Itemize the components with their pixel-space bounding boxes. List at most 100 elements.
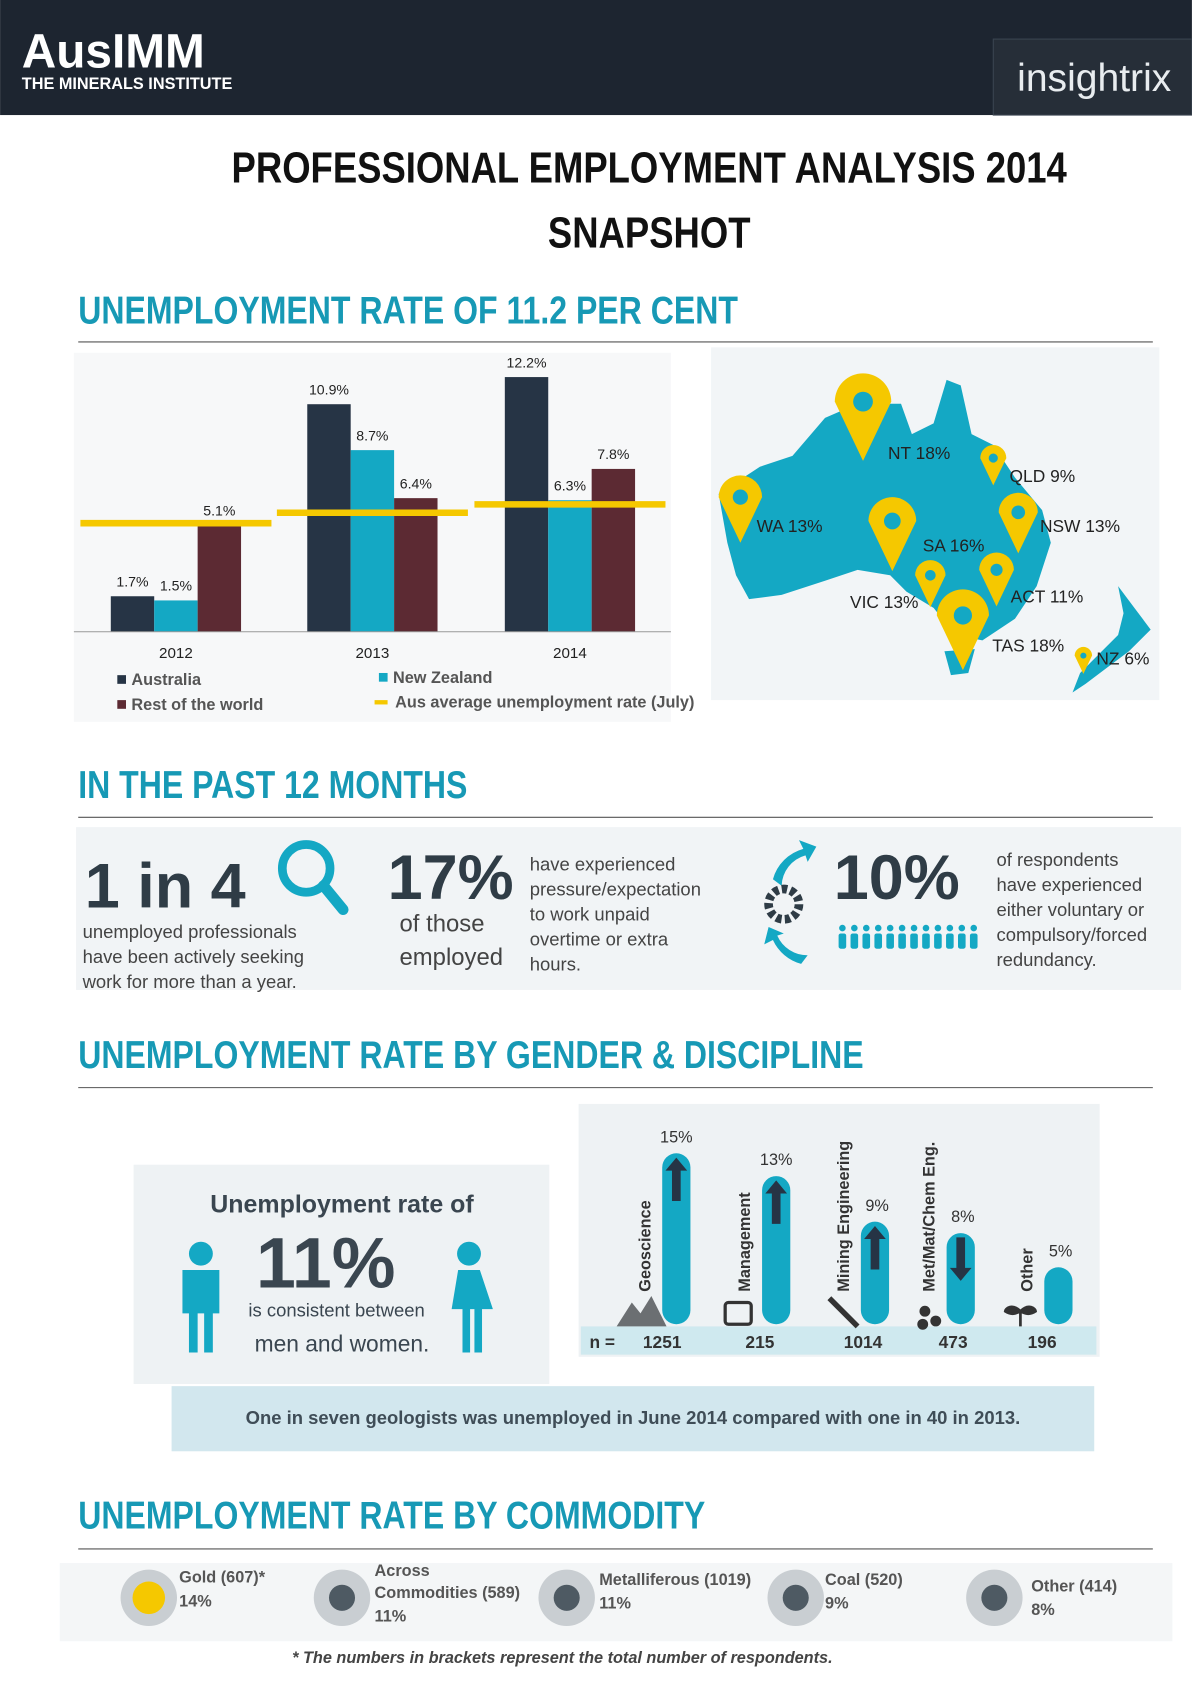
- value-label: 13%: [760, 1151, 793, 1169]
- gender-big: 11%: [256, 1223, 395, 1303]
- bar: [860, 1221, 890, 1325]
- stat-text: hours.: [530, 953, 581, 974]
- icon-person-body: [969, 933, 978, 949]
- stat-text: to work unpaid: [530, 903, 650, 924]
- legend-label: Australia: [131, 671, 202, 689]
- stat-text: overtime or extra: [530, 928, 669, 949]
- icon-magnifier: [277, 840, 335, 897]
- n-value: 196: [1028, 1332, 1057, 1352]
- map-pin: [868, 497, 917, 572]
- bar: [762, 1176, 791, 1325]
- bar: [350, 450, 395, 632]
- icon-molecule: [917, 1318, 929, 1330]
- legend-swatch: [117, 675, 126, 684]
- icon-person-head: [863, 924, 870, 932]
- icon-man-head: [188, 1241, 213, 1266]
- bar: [197, 525, 242, 632]
- section-heading: UNEMPLOYMENT RATE OF 11.2 PER CENT: [78, 288, 738, 332]
- bar: [394, 498, 438, 632]
- map-pin: [834, 373, 892, 461]
- icon-person-body: [934, 933, 942, 949]
- icon-woman-head: [457, 1241, 481, 1266]
- commodity-value: 14%: [179, 1592, 212, 1610]
- page-title: PROFESSIONAL EMPLOYMENT ANALYSIS 2014: [232, 144, 1068, 192]
- partner-name: insightrix: [1017, 57, 1172, 100]
- map-pin-dot: [883, 512, 901, 530]
- commodity-label: Coal (520): [825, 1571, 903, 1589]
- n-strip: [580, 1326, 1097, 1355]
- stat-text: compulsory/forced: [997, 924, 1148, 945]
- icon-person-body: [874, 933, 883, 949]
- n-value: 1251: [643, 1332, 682, 1352]
- stat-text: redundancy.: [997, 949, 1097, 970]
- icon-person-body: [838, 933, 847, 949]
- icon-man-body: [182, 1269, 220, 1353]
- x-tick-label: 2014: [553, 645, 587, 662]
- map-pin: [936, 589, 989, 671]
- note: One in seven geologists was unemployed i…: [246, 1407, 1021, 1428]
- map-label: SA 16%: [923, 535, 985, 555]
- icon-woman-body: [451, 1269, 493, 1353]
- category-label: Geoscience: [636, 1200, 654, 1291]
- icon-briefcase: [723, 1300, 753, 1326]
- trend-arrow: [665, 1157, 688, 1202]
- category-label: Met/Mat/Chem Eng.: [921, 1142, 939, 1292]
- map-pin: [979, 552, 1014, 607]
- icon-person-head: [934, 924, 942, 932]
- value-label: 7.8%: [597, 446, 630, 462]
- commodity-label: Gold (607)*: [179, 1569, 266, 1587]
- value-label: 1.5%: [160, 578, 193, 594]
- icon-person-body: [862, 933, 871, 949]
- icon-molecule: [919, 1305, 931, 1317]
- map-nz: [1072, 586, 1151, 693]
- n-label: n =: [589, 1332, 615, 1352]
- icon-person-head: [874, 924, 882, 932]
- icon-person-body: [886, 933, 894, 949]
- map-label: ACT 11%: [1011, 586, 1084, 606]
- map-pin-dot: [988, 453, 998, 463]
- stat-text: have been actively seeking: [83, 946, 304, 967]
- map-pin-dot: [732, 489, 748, 505]
- icon-person-head: [922, 924, 930, 932]
- n-value: 1014: [844, 1332, 883, 1352]
- value-label: 12.2%: [507, 354, 547, 370]
- gender-text: men and women.: [255, 1330, 430, 1356]
- value-label: 15%: [660, 1128, 693, 1146]
- icon-person-head: [958, 924, 966, 932]
- stat-text: of those: [400, 910, 485, 937]
- category-label: Mining Engineering: [835, 1141, 853, 1292]
- note-box: [171, 1386, 1095, 1452]
- commodity-label: Metalliferous (1019): [599, 1571, 751, 1589]
- page-title: SNAPSHOT: [548, 210, 751, 258]
- map-pin: [980, 445, 1007, 486]
- stat-text: unemployed professionals: [83, 921, 297, 942]
- commodity-icon-inner: [328, 1584, 356, 1611]
- section-heading: IN THE PAST 12 MONTHS: [78, 763, 467, 807]
- map-pin-dot: [925, 569, 936, 581]
- commodity-icon-inner: [981, 1584, 1008, 1611]
- commodity-icon-inner: [553, 1584, 580, 1611]
- trend-arrow: [949, 1237, 972, 1281]
- icon-person-head: [886, 924, 894, 932]
- icon-wrench: [827, 1296, 860, 1329]
- section-heading: UNEMPLOYMENT RATE BY COMMODITY: [78, 1493, 705, 1537]
- icon-magnifier-handle: [318, 880, 349, 916]
- bar: [662, 1153, 691, 1325]
- icon-person-body: [910, 933, 918, 949]
- x-tick-label: 2013: [355, 645, 389, 662]
- map-label: NZ 6%: [1096, 648, 1149, 668]
- commodity-value: 8%: [1031, 1601, 1055, 1619]
- legend-swatch: [378, 672, 388, 682]
- x-tick-label: 2012: [159, 645, 193, 662]
- value-label: 6.4%: [400, 475, 433, 491]
- bar: [154, 600, 198, 632]
- legend-swatch: [117, 700, 126, 709]
- value-label: 5.1%: [203, 503, 236, 519]
- gender-text: Unemployment rate of: [210, 1190, 474, 1218]
- value-label: 5%: [1049, 1242, 1073, 1260]
- map-label: NSW 13%: [1040, 516, 1120, 536]
- map-label: TAS 18%: [992, 635, 1064, 655]
- footnote: * The numbers in brackets represent the …: [292, 1649, 833, 1667]
